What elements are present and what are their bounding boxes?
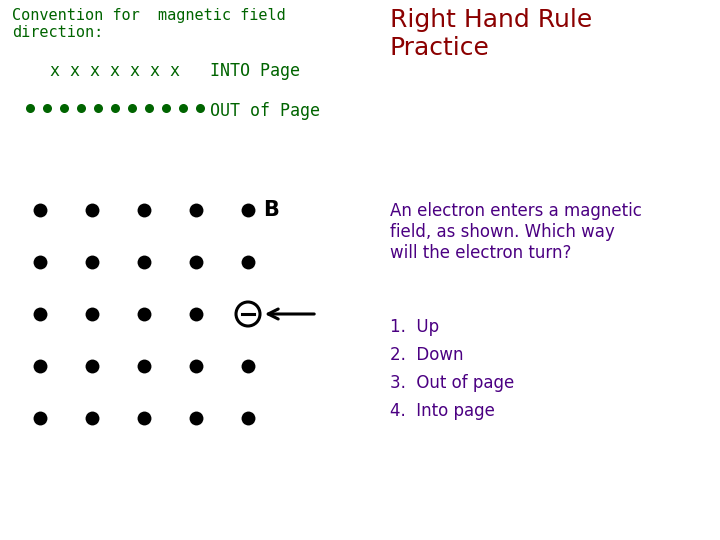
Text: 1.  Up: 1. Up: [390, 318, 439, 336]
Text: Right Hand Rule
Practice: Right Hand Rule Practice: [390, 8, 593, 60]
Text: 3.  Out of page: 3. Out of page: [390, 374, 514, 392]
Text: B: B: [263, 200, 279, 220]
Text: Convention for  magnetic field
direction:: Convention for magnetic field direction:: [12, 8, 286, 40]
Text: 4.  Into page: 4. Into page: [390, 402, 495, 420]
Text: INTO Page: INTO Page: [210, 62, 300, 80]
Text: x x x x x x x: x x x x x x x: [50, 62, 180, 80]
Text: 2.  Down: 2. Down: [390, 346, 464, 364]
Text: OUT of Page: OUT of Page: [210, 102, 320, 120]
Text: An electron enters a magnetic
field, as shown. Which way
will the electron turn?: An electron enters a magnetic field, as …: [390, 202, 642, 261]
Circle shape: [236, 302, 260, 326]
